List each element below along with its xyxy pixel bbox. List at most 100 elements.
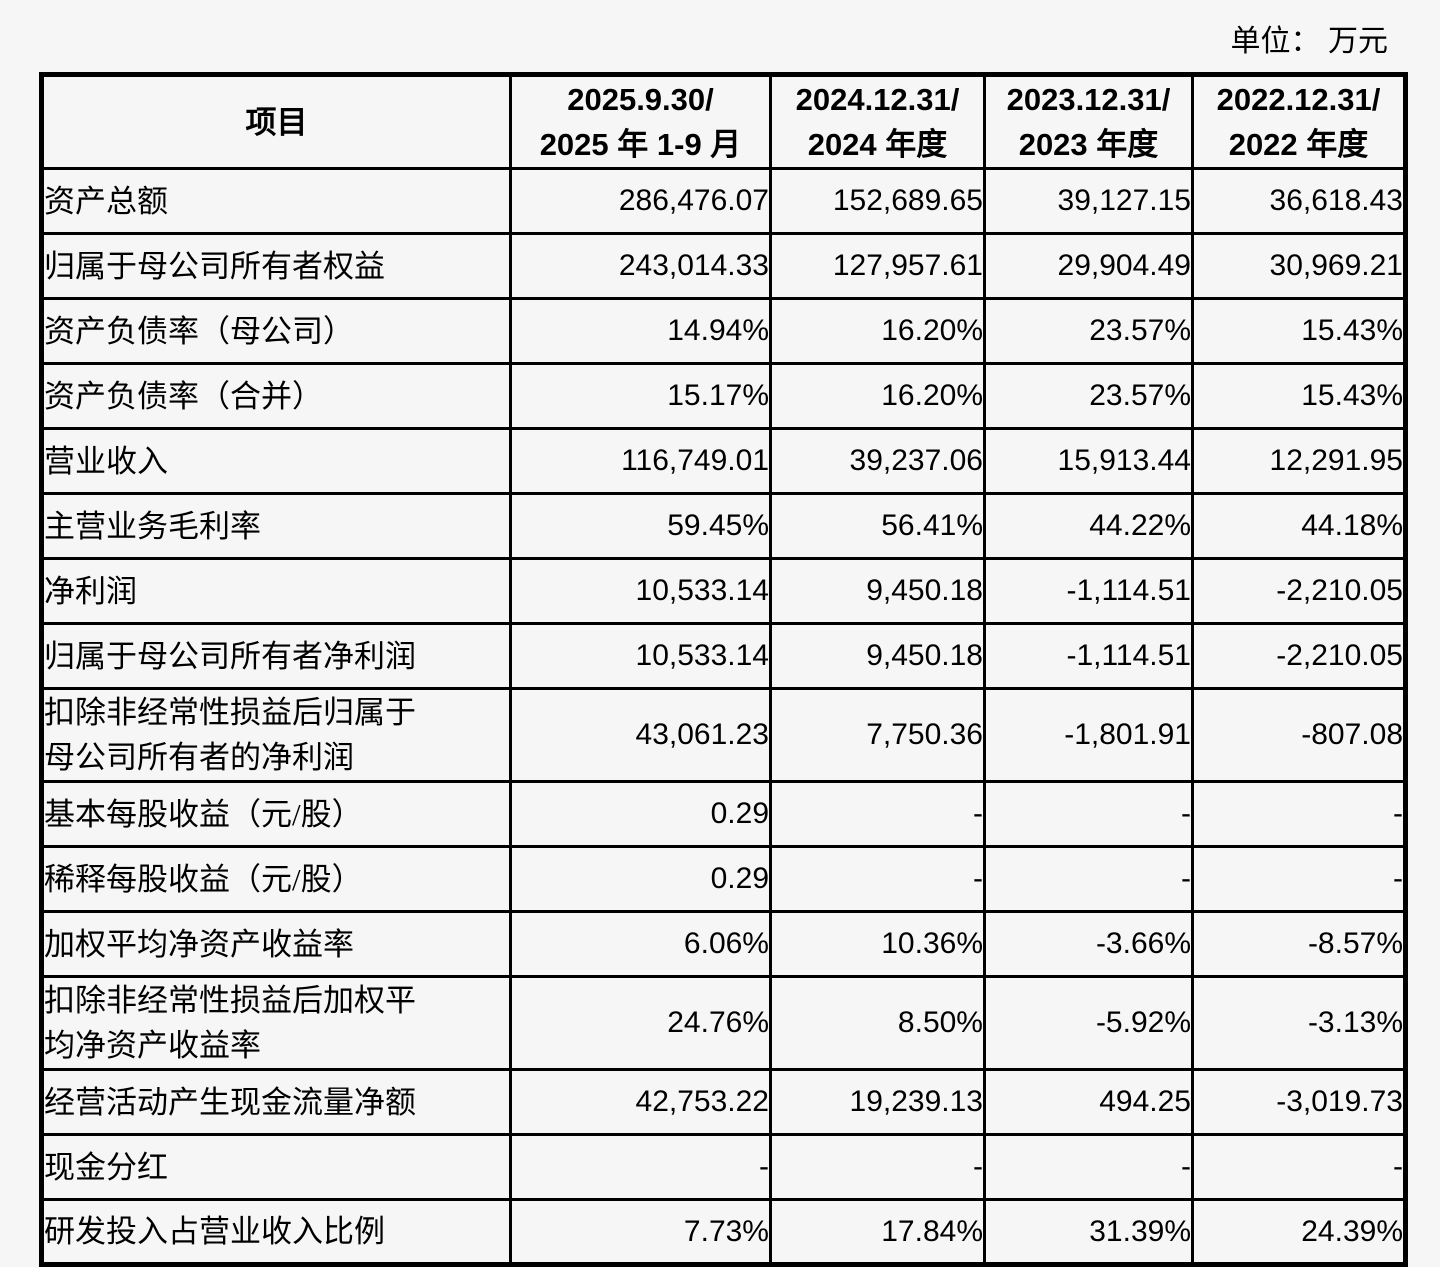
value-cell: 15.43% (1191, 362, 1407, 430)
table-row: 资产负债率（母公司） 14.94% 16.20% 23.57% 15.43% (40, 297, 1407, 365)
value-cell: 116,749.01 (509, 427, 772, 495)
value-cell: 7,750.36 (769, 687, 986, 783)
table-row: 资产总额 286,476.07 152,689.65 39,127.15 36,… (40, 167, 1407, 235)
row-label: 基本每股收益（元/股） (40, 780, 512, 848)
value-cell: - (983, 780, 1194, 848)
value-cell: - (769, 1133, 986, 1201)
value-cell: -3.13% (1191, 975, 1407, 1071)
col-header-2024: 2024.12.31/ 2024 年度 (769, 73, 986, 170)
row-label: 归属于母公司所有者权益 (40, 232, 512, 300)
table-row: 营业收入 116,749.01 39,237.06 15,913.44 12,2… (40, 427, 1407, 495)
value-cell: 59.45% (509, 492, 772, 560)
value-cell: 39,237.06 (769, 427, 986, 495)
value-cell: 30,969.21 (1191, 232, 1407, 300)
table-row: 净利润 10,533.14 9,450.18 -1,114.51 -2,210.… (40, 557, 1407, 625)
value-cell: 243,014.33 (509, 232, 772, 300)
col-header-item: 项目 (40, 73, 512, 170)
value-cell: 10,533.14 (509, 557, 772, 625)
value-cell: 31.39% (983, 1198, 1194, 1266)
value-cell: 24.39% (1191, 1198, 1407, 1266)
col-header-2022: 2022.12.31/ 2022 年度 (1191, 73, 1407, 170)
row-label: 扣除非经常性损益后归属于 母公司所有者的净利润 (40, 687, 512, 783)
value-cell: 44.18% (1191, 492, 1407, 560)
value-cell: 15.17% (509, 362, 772, 430)
table-row: 扣除非经常性损益后归属于 母公司所有者的净利润 43,061.23 7,750.… (40, 687, 1407, 783)
value-cell: 19,239.13 (769, 1068, 986, 1136)
value-cell: -3.66% (983, 910, 1194, 978)
table-row: 加权平均净资产收益率 6.06% 10.36% -3.66% -8.57% (40, 910, 1407, 978)
value-cell: - (1191, 780, 1407, 848)
value-cell: 15.43% (1191, 297, 1407, 365)
value-cell: 24.76% (509, 975, 772, 1071)
row-label: 资产负债率（合并） (40, 362, 512, 430)
value-cell: 10.36% (769, 910, 986, 978)
table-row: 主营业务毛利率 59.45% 56.41% 44.22% 44.18% (40, 492, 1407, 560)
value-cell: - (769, 845, 986, 913)
table-row: 研发投入占营业收入比例 7.73% 17.84% 31.39% 24.39% (40, 1198, 1407, 1266)
table-row: 资产负债率（合并） 15.17% 16.20% 23.57% 15.43% (40, 362, 1407, 430)
value-cell: 23.57% (983, 297, 1194, 365)
value-cell: 9,450.18 (769, 557, 986, 625)
value-cell: -1,114.51 (983, 622, 1194, 690)
row-label: 研发投入占营业收入比例 (40, 1198, 512, 1266)
value-cell: - (769, 780, 986, 848)
value-cell: 16.20% (769, 297, 986, 365)
table-row: 扣除非经常性损益后加权平 均净资产收益率 24.76% 8.50% -5.92%… (40, 975, 1407, 1071)
col-header-2023: 2023.12.31/ 2023 年度 (983, 73, 1194, 170)
row-label: 主营业务毛利率 (40, 492, 512, 560)
financial-summary-table: 项目 2025.9.30/ 2025 年 1-9 月 2024.12.31/ 2… (39, 72, 1408, 1267)
value-cell: -2,210.05 (1191, 622, 1407, 690)
value-cell: 8.50% (769, 975, 986, 1071)
table-row: 归属于母公司所有者权益 243,014.33 127,957.61 29,904… (40, 232, 1407, 300)
value-cell: 494.25 (983, 1068, 1194, 1136)
value-cell: 14.94% (509, 297, 772, 365)
value-cell: -8.57% (1191, 910, 1407, 978)
value-cell: 23.57% (983, 362, 1194, 430)
value-cell: 36,618.43 (1191, 167, 1407, 235)
value-cell: 44.22% (983, 492, 1194, 560)
row-label: 净利润 (40, 557, 512, 625)
value-cell: 15,913.44 (983, 427, 1194, 495)
row-label: 加权平均净资产收益率 (40, 910, 512, 978)
value-cell: 286,476.07 (509, 167, 772, 235)
value-cell: -5.92% (983, 975, 1194, 1071)
header-row: 项目 2025.9.30/ 2025 年 1-9 月 2024.12.31/ 2… (40, 73, 1407, 170)
value-cell: - (983, 1133, 1194, 1201)
value-cell: 56.41% (769, 492, 986, 560)
value-cell: 6.06% (509, 910, 772, 978)
value-cell: 127,957.61 (769, 232, 986, 300)
table-row: 稀释每股收益（元/股） 0.29 - - - (40, 845, 1407, 913)
row-label: 归属于母公司所有者净利润 (40, 622, 512, 690)
value-cell: - (509, 1133, 772, 1201)
col-header-2025: 2025.9.30/ 2025 年 1-9 月 (509, 73, 772, 170)
value-cell: 0.29 (509, 780, 772, 848)
value-cell: 43,061.23 (509, 687, 772, 783)
table-row: 经营活动产生现金流量净额 42,753.22 19,239.13 494.25 … (40, 1068, 1407, 1136)
table-row: 现金分红 - - - - (40, 1133, 1407, 1201)
value-cell: - (1191, 1133, 1407, 1201)
value-cell: 29,904.49 (983, 232, 1194, 300)
value-cell: 152,689.65 (769, 167, 986, 235)
row-label: 现金分红 (40, 1133, 512, 1201)
value-cell: -3,019.73 (1191, 1068, 1407, 1136)
value-cell: 17.84% (769, 1198, 986, 1266)
value-cell: 42,753.22 (509, 1068, 772, 1136)
table-row: 基本每股收益（元/股） 0.29 - - - (40, 780, 1407, 848)
value-cell: -1,114.51 (983, 557, 1194, 625)
value-cell: -1,801.91 (983, 687, 1194, 783)
value-cell: - (983, 845, 1194, 913)
value-cell: 16.20% (769, 362, 986, 430)
value-cell: -807.08 (1191, 687, 1407, 783)
row-label: 扣除非经常性损益后加权平 均净资产收益率 (40, 975, 512, 1071)
value-cell: 7.73% (509, 1198, 772, 1266)
row-label: 稀释每股收益（元/股） (40, 845, 512, 913)
table-row: 归属于母公司所有者净利润 10,533.14 9,450.18 -1,114.5… (40, 622, 1407, 690)
unit-label: 单位： 万元 (1230, 25, 1389, 58)
value-cell: 10,533.14 (509, 622, 772, 690)
row-label: 资产总额 (40, 167, 512, 235)
row-label: 资产负债率（母公司） (40, 297, 512, 365)
value-cell: -2,210.05 (1191, 557, 1407, 625)
row-label: 营业收入 (40, 427, 512, 495)
value-cell: 9,450.18 (769, 622, 986, 690)
